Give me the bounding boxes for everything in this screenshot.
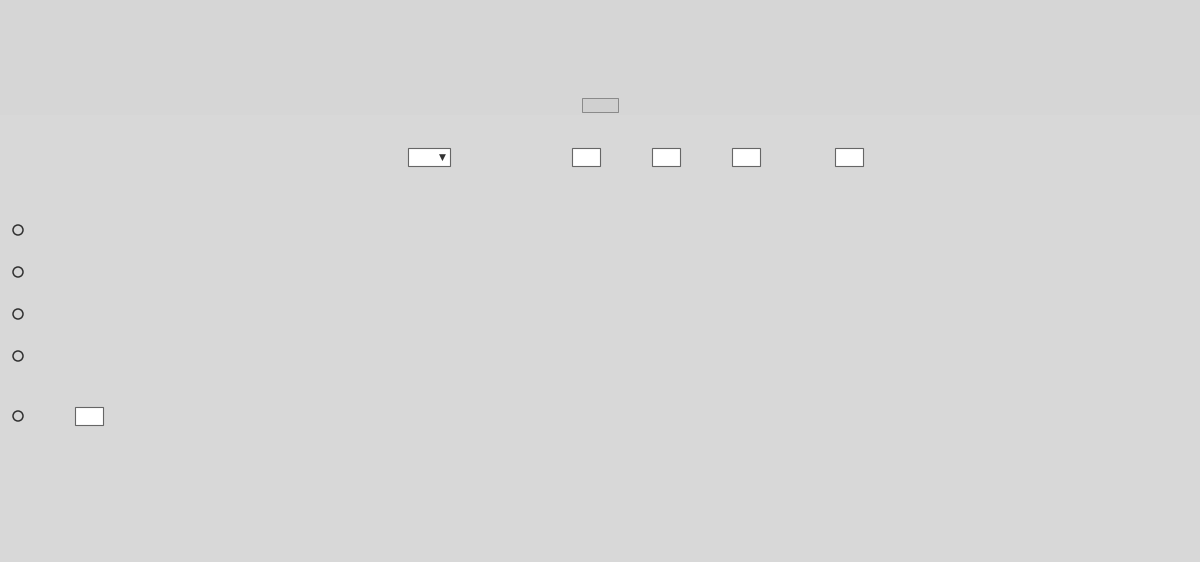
Bar xyxy=(74,407,103,425)
Bar xyxy=(835,148,863,166)
Text: Hₐ: p₁ ≠ p₂: Hₐ: p₁ ≠ p₂ xyxy=(46,324,118,337)
Bar xyxy=(652,148,680,166)
Text: A.  H₀: p₁ ≤ p₂: A. H₀: p₁ ≤ p₂ xyxy=(30,223,122,236)
Text: Determine whether a normal sampling distribution can be used for the following s: Determine whether a normal sampling dist… xyxy=(5,4,1200,17)
Bar xyxy=(732,148,760,166)
Text: D.  The conditions to use a normal sampling distribution are not met.: D. The conditions to use a normal sampli… xyxy=(30,349,492,362)
Text: Sample Statistics: x₁ = 32, n₁ = 71, x₂ = 34, n₂ = 76: Sample Statistics: x₁ = 32, n₁ = 71, x₂ … xyxy=(30,57,365,70)
Text: .: . xyxy=(865,144,869,157)
Text: Calculate the standardized test statistic for the difference p₁ − p₂, if applica: Calculate the standardized test statisti… xyxy=(8,381,1190,394)
Text: (Round to two decimal places as needed.): (Round to two decimal places as needed.) xyxy=(46,431,310,444)
Text: B.  H₀: p₁ ≥ p₂: B. H₀: p₁ ≥ p₂ xyxy=(30,265,122,278)
Text: Claim: p₁ ≠ p₂, α = 0.01: Claim: p₁ ≠ p₂, α = 0.01 xyxy=(30,40,184,53)
Text: ▼: ▼ xyxy=(438,152,445,161)
Bar xyxy=(0,115,1200,562)
Text: C.  H₀: p₁ = p₂: C. H₀: p₁ = p₂ xyxy=(30,307,122,320)
Text: ···: ··· xyxy=(595,100,605,110)
Text: The samples are random and independent. A normal sampling distribution: The samples are random and independent. … xyxy=(8,144,506,157)
Text: Hₐ: p₁ > p₂: Hₐ: p₁ > p₂ xyxy=(46,240,118,253)
Text: , n₁q̅ =: , n₁q̅ = xyxy=(602,144,648,157)
Text: at the level of significance α. Assume that the samples are random and independe: at the level of significance α. Assume t… xyxy=(5,22,553,35)
Text: (Round to two decimal places as needed.): (Round to two decimal places as needed.) xyxy=(8,170,272,183)
Bar xyxy=(408,148,450,166)
Text: be used because n₁p̅ =: be used because n₁p̅ = xyxy=(454,144,610,157)
Bar xyxy=(0,0,1200,130)
Text: , and n₂q̅ =: , and n₂q̅ = xyxy=(762,144,838,157)
Bar xyxy=(572,148,600,166)
Text: , n₂p̅ =: , n₂p̅ = xyxy=(682,144,728,157)
Bar xyxy=(582,98,618,112)
Text: A.  z =: A. z = xyxy=(30,409,78,422)
Text: Hₐ: p₁ < p₂: Hₐ: p₁ < p₂ xyxy=(46,282,118,295)
Text: Determine whether a normal sampling distribution can be used.: Determine whether a normal sampling dist… xyxy=(8,130,437,143)
Text: State the null and alternative hypotheses, if applicable.: State the null and alternative hypothese… xyxy=(8,195,379,208)
